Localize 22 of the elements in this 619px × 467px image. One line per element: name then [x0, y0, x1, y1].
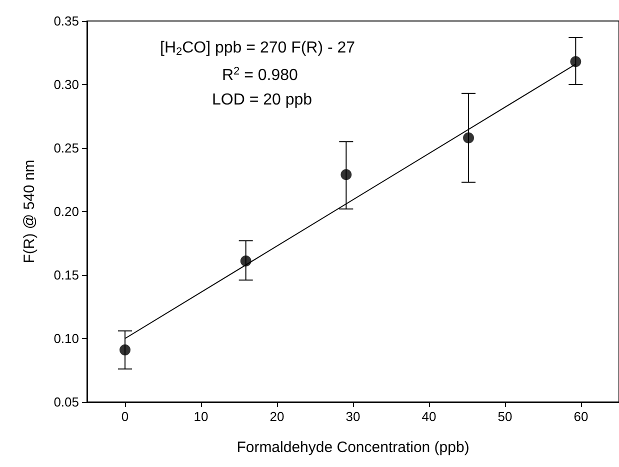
- y-tick-label: 0.35: [54, 14, 79, 28]
- y-axis-title: F(R) @ 540 nm: [21, 160, 38, 264]
- point: [340, 169, 352, 180]
- x-tick-label: 40: [422, 409, 436, 424]
- y-tick-label: 0.30: [54, 77, 79, 92]
- x-tick-label: 10: [194, 409, 208, 424]
- y-tick-label: 0.10: [54, 331, 79, 346]
- x-axis-title: Formaldehyde Concentration (ppb): [236, 439, 470, 456]
- point: [463, 132, 474, 144]
- y-tick-label: 0.20: [54, 204, 79, 219]
- y-tick-label: 0.25: [54, 140, 79, 156]
- x-tick-label: 60: [574, 409, 588, 424]
- x-tick-label: 20: [270, 409, 284, 424]
- x-tick-label: 50: [498, 409, 512, 424]
- annotation: LOD = 20 ppb: [212, 92, 312, 108]
- point: [240, 256, 252, 267]
- y-tick-label: 0.15: [54, 268, 79, 282]
- point: [120, 344, 130, 356]
- x-tick-label: 30: [346, 409, 360, 424]
- y-tick-label: 0.05: [54, 394, 79, 410]
- point: [570, 56, 582, 68]
- x-tick-label: 0: [121, 409, 129, 424]
